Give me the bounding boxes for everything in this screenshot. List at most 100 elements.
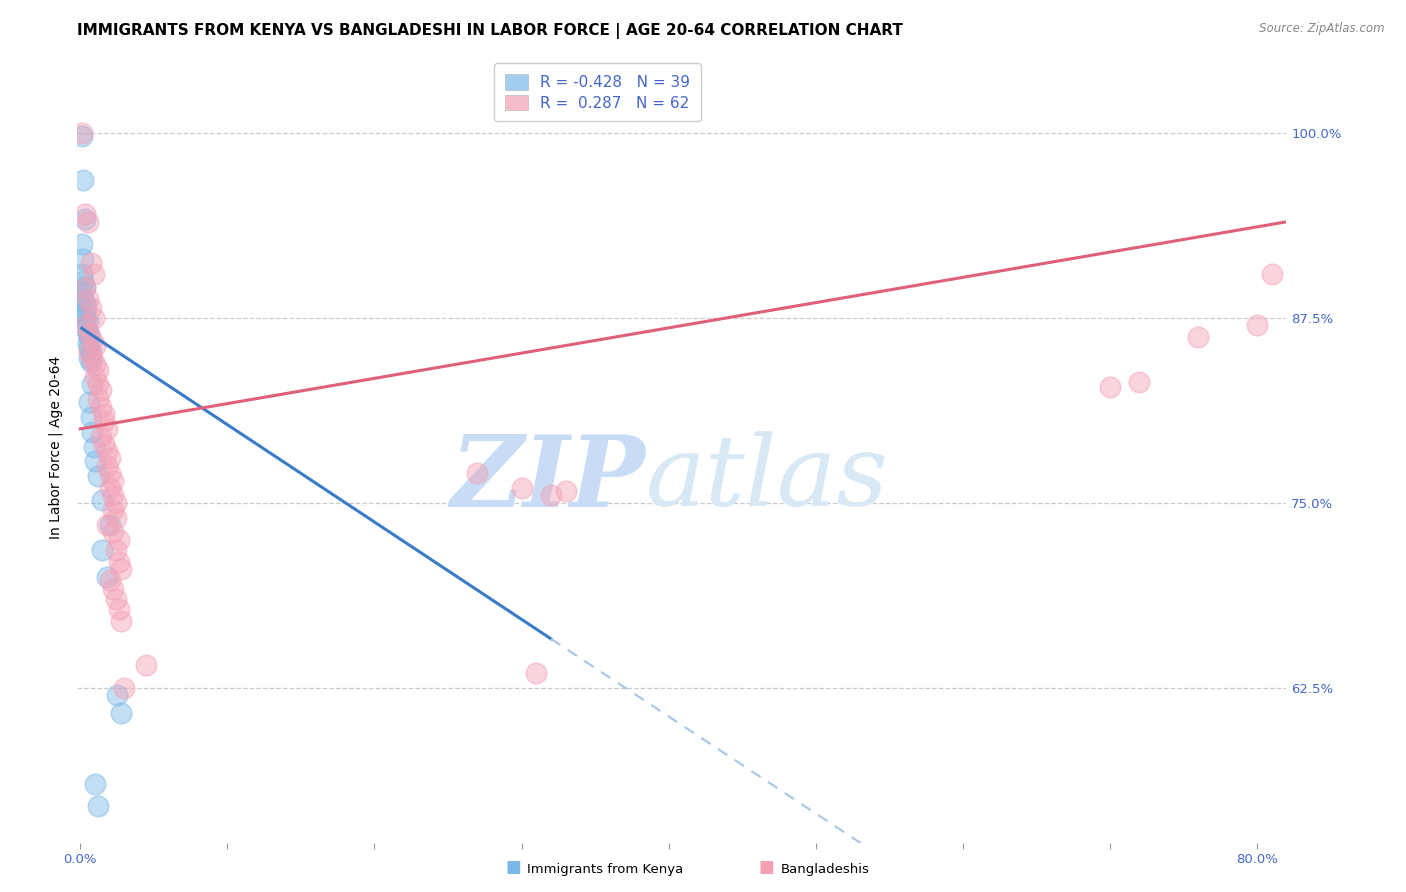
Point xyxy=(77,326,100,340)
Point xyxy=(80,351,103,365)
Point xyxy=(77,341,100,355)
Point xyxy=(79,355,101,369)
Point xyxy=(72,173,94,187)
Point xyxy=(73,306,96,320)
Point xyxy=(79,256,101,270)
Point xyxy=(96,570,118,584)
Point xyxy=(84,357,107,371)
Legend: R = -0.428   N = 39, R =  0.287   N = 62: R = -0.428 N = 39, R = 0.287 N = 62 xyxy=(494,63,700,121)
Point xyxy=(72,292,94,306)
Point xyxy=(135,658,157,673)
Text: ■: ■ xyxy=(505,858,522,876)
Point xyxy=(107,533,129,547)
Point xyxy=(75,301,97,315)
Point xyxy=(96,518,118,533)
Point xyxy=(101,474,124,488)
Point xyxy=(1246,318,1268,333)
Point xyxy=(1098,380,1121,394)
Point xyxy=(83,267,105,281)
Point xyxy=(93,407,115,421)
Point xyxy=(110,562,132,576)
Point xyxy=(104,510,127,524)
Point xyxy=(84,370,107,384)
Point xyxy=(70,267,93,281)
Point xyxy=(110,706,132,720)
Point xyxy=(90,429,112,443)
Point xyxy=(72,274,94,288)
Point xyxy=(75,310,97,325)
Point xyxy=(80,333,103,347)
Point xyxy=(96,422,118,436)
Point xyxy=(76,326,98,340)
Point xyxy=(73,281,96,295)
Point xyxy=(96,458,118,473)
Point xyxy=(72,252,94,266)
Point xyxy=(77,395,100,409)
Point xyxy=(1261,267,1284,281)
Text: atlas: atlas xyxy=(645,432,889,526)
Point xyxy=(79,301,101,315)
Point xyxy=(83,310,105,325)
Point xyxy=(1187,330,1209,344)
Point xyxy=(79,345,101,359)
Text: IMMIGRANTS FROM KENYA VS BANGLADESHI IN LABOR FORCE | AGE 20-64 CORRELATION CHAR: IMMIGRANTS FROM KENYA VS BANGLADESHI IN … xyxy=(77,23,903,39)
Point xyxy=(77,330,100,344)
Point xyxy=(98,573,121,587)
Point xyxy=(75,318,97,333)
Point xyxy=(98,518,121,533)
Point xyxy=(87,799,110,814)
Point xyxy=(83,440,105,454)
Point xyxy=(90,384,112,398)
Point xyxy=(79,410,101,425)
Point xyxy=(467,467,489,481)
Point xyxy=(540,488,562,502)
Point xyxy=(80,377,103,392)
Point xyxy=(80,868,103,882)
Point xyxy=(98,467,121,481)
Text: ZIP: ZIP xyxy=(451,431,645,527)
Point xyxy=(76,315,98,329)
Point xyxy=(554,483,576,498)
Point xyxy=(84,339,107,353)
Point xyxy=(90,400,112,414)
Point xyxy=(87,377,110,392)
Point xyxy=(101,488,124,502)
Point xyxy=(1128,375,1150,389)
Text: Immigrants from Kenya: Immigrants from Kenya xyxy=(527,863,683,876)
Point xyxy=(73,211,96,226)
Point xyxy=(87,469,110,483)
Point xyxy=(93,414,115,428)
Point xyxy=(107,602,129,616)
Point xyxy=(84,454,107,468)
Point xyxy=(91,543,114,558)
Point xyxy=(91,492,114,507)
Point xyxy=(70,237,93,252)
Point xyxy=(101,503,124,517)
Point xyxy=(105,688,128,702)
Point xyxy=(104,591,127,606)
Y-axis label: In Labor Force | Age 20-64: In Labor Force | Age 20-64 xyxy=(49,356,63,539)
Point xyxy=(510,481,533,495)
Text: Bangladeshis: Bangladeshis xyxy=(780,863,869,876)
Point xyxy=(101,525,124,540)
Point xyxy=(77,345,100,359)
Point xyxy=(98,481,121,495)
Point xyxy=(76,215,98,229)
Point xyxy=(70,285,93,300)
Point xyxy=(73,296,96,310)
Point xyxy=(73,207,96,221)
Point xyxy=(87,392,110,407)
Point xyxy=(77,351,100,365)
Point xyxy=(96,444,118,458)
Point xyxy=(84,777,107,791)
Point xyxy=(98,451,121,466)
Point xyxy=(93,436,115,450)
Point xyxy=(70,129,93,144)
Point xyxy=(112,681,135,695)
Text: ■: ■ xyxy=(758,858,775,876)
Point xyxy=(75,321,97,335)
Point xyxy=(73,280,96,294)
Text: Source: ZipAtlas.com: Source: ZipAtlas.com xyxy=(1260,22,1385,36)
Point xyxy=(87,362,110,376)
Point xyxy=(107,555,129,569)
